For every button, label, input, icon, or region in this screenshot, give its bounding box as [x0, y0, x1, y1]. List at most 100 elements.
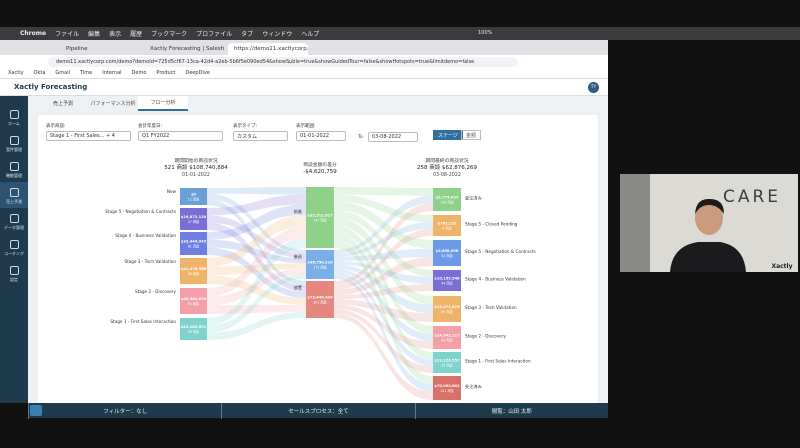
- bookmark[interactable]: Xactly: [8, 70, 24, 76]
- flow-node[interactable]: [306, 187, 334, 248]
- summary: 期間最終の商談状況 258 商談 $62,876,269 03-08-2022: [387, 158, 507, 179]
- menu-item[interactable]: 表示: [109, 31, 122, 38]
- node-count: 25 商談: [441, 363, 453, 368]
- menu-item[interactable]: ブックマーク: [151, 31, 188, 38]
- flow-node[interactable]: [433, 352, 461, 373]
- zoom: 100%: [478, 30, 493, 36]
- node-label: Stage 5 - Closed Pending: [465, 222, 518, 227]
- browser-tab[interactable]: Xactly Forecasting | Salesforce: [150, 46, 224, 52]
- bookmark[interactable]: Okta: [33, 70, 46, 76]
- flow-link: [334, 271, 433, 366]
- app-header: Xactly Forecasting TY: [0, 79, 608, 96]
- flow-link: [207, 274, 306, 333]
- app-tab[interactable]: パフォーマンス分析: [90, 100, 136, 107]
- filter: 表示範囲: 01-01-2022: [296, 123, 346, 141]
- banner: CARE: [723, 187, 781, 207]
- flow-link: [207, 187, 306, 195]
- flow-node[interactable]: [180, 258, 207, 284]
- node-count: 56 商談: [441, 309, 453, 314]
- flow-node[interactable]: [433, 215, 461, 236]
- flow-node[interactable]: [180, 208, 207, 230]
- flow-node[interactable]: [306, 250, 334, 279]
- menu-app[interactable]: Chrome: [20, 30, 47, 37]
- bookmark[interactable]: Internal: [102, 70, 122, 76]
- flow-link: [334, 304, 433, 349]
- to-date[interactable]: 03-08-2022: [368, 132, 418, 142]
- sidebar-item[interactable]: コーチング: [0, 234, 28, 260]
- node-amount: $32,444,045: [181, 240, 207, 244]
- flow-link: [207, 239, 306, 264]
- person-hair: [695, 198, 724, 214]
- node-label: Stage 1 - First Sales Interaction: [465, 359, 531, 364]
- menu-item[interactable]: 編集: [88, 31, 101, 38]
- summary: 商談金額の差分 -$4,620,759: [260, 162, 380, 176]
- node-label: Stage 2 - Discovery: [465, 334, 506, 339]
- sidebar-item[interactable]: 機能管理: [0, 156, 28, 182]
- bookmark[interactable]: Gmail: [55, 70, 70, 76]
- menu-item[interactable]: ウィンドウ: [262, 31, 293, 38]
- bookmark[interactable]: Product: [156, 70, 176, 76]
- user-avatar[interactable]: TY: [588, 82, 599, 93]
- menu-item[interactable]: ファイル: [55, 31, 80, 38]
- sidebar-item[interactable]: データ管理: [0, 208, 28, 234]
- filter-label: 会計年度日:: [138, 124, 163, 129]
- flow-link: [334, 260, 433, 284]
- node-count: 64 商談: [441, 338, 453, 343]
- menu-item[interactable]: 履歴: [130, 31, 143, 38]
- filter-icon[interactable]: [30, 405, 42, 416]
- flow-node[interactable]: [433, 240, 461, 266]
- flow-link: [207, 193, 306, 254]
- node-amount: $5,858,698: [436, 249, 459, 253]
- sidebar-item[interactable]: 案件管理: [0, 130, 28, 156]
- sidebar-item[interactable]: 設定: [0, 260, 28, 286]
- flow-node[interactable]: [180, 232, 207, 255]
- flow-node[interactable]: [433, 188, 461, 211]
- toggle-button[interactable]: ステージ: [433, 130, 463, 140]
- flow-node[interactable]: [306, 281, 334, 318]
- node-amount: $40,564,626: [181, 297, 207, 301]
- door: [620, 174, 650, 272]
- menu-item[interactable]: プロファイル: [196, 31, 233, 38]
- flow-link: [334, 225, 433, 334]
- node-count: 126 商談: [440, 200, 454, 205]
- filter-value[interactable]: Q1 FY2022: [138, 131, 223, 141]
- flow-node[interactable]: [433, 270, 461, 291]
- node-count: 141 商談: [440, 388, 454, 393]
- browser-tab[interactable]: Pipeline: [66, 46, 88, 52]
- bookmark[interactable]: Demo: [131, 70, 147, 76]
- summary-title: 期間開始の商談状況: [174, 159, 218, 164]
- node-count: 201 商談: [313, 300, 327, 305]
- flow-node[interactable]: [180, 288, 207, 314]
- bookmark[interactable]: Time: [80, 70, 93, 76]
- filter-value[interactable]: カスタム: [233, 131, 288, 141]
- flow-node[interactable]: [433, 296, 461, 322]
- bookmark[interactable]: DeepDive: [185, 70, 210, 76]
- node-amount: $41,478,968: [181, 267, 207, 271]
- menu-item[interactable]: タブ: [241, 31, 254, 38]
- node-label: Stage 4 - Business Validation: [465, 277, 526, 282]
- sidebar-item[interactable]: ホーム: [0, 104, 28, 130]
- url[interactable]: demo11.xactlycorp.com/demo?demoId=725d5c…: [48, 56, 518, 67]
- filter-value[interactable]: 01-01-2022: [296, 131, 346, 141]
- app-tab[interactable]: フロー分析: [138, 95, 188, 111]
- app-tab[interactable]: 売上予測: [52, 100, 73, 107]
- bookmarks: Xactly Okta Gmail Time Internal Demo Product De…: [0, 68, 608, 79]
- summary-title: 期間最終の商談状況: [425, 159, 469, 164]
- flow-node[interactable]: [433, 326, 461, 349]
- flow-link: [207, 194, 306, 216]
- flow-link: [207, 238, 306, 326]
- browser-tab[interactable]: https://demo11.xactlycorp.com/de: [228, 43, 308, 55]
- toggle-button[interactable]: 金額: [461, 130, 482, 140]
- node-label: New: [167, 189, 177, 194]
- footer-bar: フィルター：なし セールスプロセス：全て 閲覧：山田 太郎: [28, 402, 608, 419]
- flow-node[interactable]: [180, 188, 207, 205]
- flow-link: [207, 222, 306, 292]
- filter-value[interactable]: Stage 1 - First Sales... + 4: [46, 131, 131, 141]
- flow-node[interactable]: [180, 318, 207, 340]
- sidebar-item[interactable]: 売上予測: [0, 182, 28, 208]
- summary-stats: -$4,620,759: [303, 169, 337, 175]
- flow-link: [334, 217, 433, 305]
- menu-item[interactable]: ヘルプ: [301, 31, 320, 38]
- summary: 期間開始の商談状況 521 商談 $108,740,884 01-01-2022: [136, 158, 256, 179]
- flow-node[interactable]: [433, 376, 461, 400]
